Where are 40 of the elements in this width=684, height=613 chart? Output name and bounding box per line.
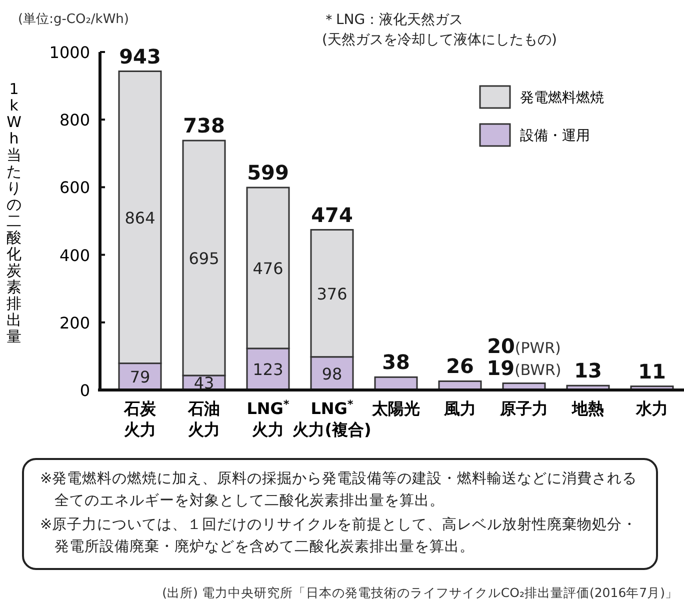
data-label: 376: [316, 284, 348, 304]
x-tick-label: 水力: [635, 399, 668, 418]
total-label: 738: [183, 114, 225, 138]
total-label: 11: [638, 359, 666, 384]
y-tick-label: 200: [59, 313, 90, 332]
legend-label: 設備・運用: [520, 128, 590, 144]
data-label: 98: [322, 364, 342, 384]
x-tick-label: 太陽光: [371, 399, 420, 418]
x-tick-label: 原子力: [499, 399, 548, 418]
data-label: 476: [252, 258, 284, 278]
text: 1kWh当たりの二酸化炭素排出量: [6, 80, 22, 346]
data-label: 43: [194, 374, 214, 393]
text: ＊LNG：液化天然ガス (天然ガスを冷却して液体にしたもの): [322, 11, 557, 50]
legend-label: 発電燃料燃焼: [520, 90, 604, 106]
x-tick-label: 石油火力: [187, 399, 220, 439]
x-tick-label: 風力: [443, 399, 476, 418]
y-tick-label: 400: [59, 246, 90, 265]
x-tick-label: LNG$^{*}$火力: [246, 398, 290, 439]
total-label: 13: [574, 358, 602, 383]
total-label: 599: [247, 160, 289, 185]
text: ※発電燃料の燃焼に加え、原料の採掘から発電設備等の建設・燃料輸送などに消費される全てのエネルギーを対象として二酸化炭素排出量を算出。: [40, 470, 638, 511]
text: ※原子力については、１回だけのリサイクルを前提として、高レベル放射性廃棄物処分・発電所設備廃棄・廃炉などを含めて二酸化炭素排出量を算出。: [40, 516, 638, 557]
data-label: 123: [252, 360, 284, 380]
total-label: 943: [119, 44, 161, 68]
total-label: 38: [382, 350, 410, 374]
data-label: 79: [130, 368, 150, 387]
x-tick-label: LNG$^{*}$火力(複合): [292, 398, 372, 439]
y-tick-label: 600: [59, 178, 90, 198]
text: (単位:g-CO₂/kWh): [18, 11, 129, 28]
y-tick-label: 800: [59, 110, 90, 130]
text: (出所) 電力中央研究所「日本の発電技術のライフサイクルCO₂排出量評価(2016年7月)」: [162, 585, 678, 602]
data-label: 695: [188, 249, 220, 268]
total-label: 474: [311, 202, 353, 227]
total-label: 20(PWR) 19(BWR): [486, 334, 562, 380]
y-tick-label: 0: [80, 381, 90, 400]
y-tick-label: 1000: [49, 43, 90, 62]
x-tick-label: 石炭火力: [123, 399, 157, 439]
x-tick-label: 地熱: [571, 399, 604, 418]
data-label: 864: [124, 208, 156, 228]
total-label: 26: [446, 354, 474, 378]
